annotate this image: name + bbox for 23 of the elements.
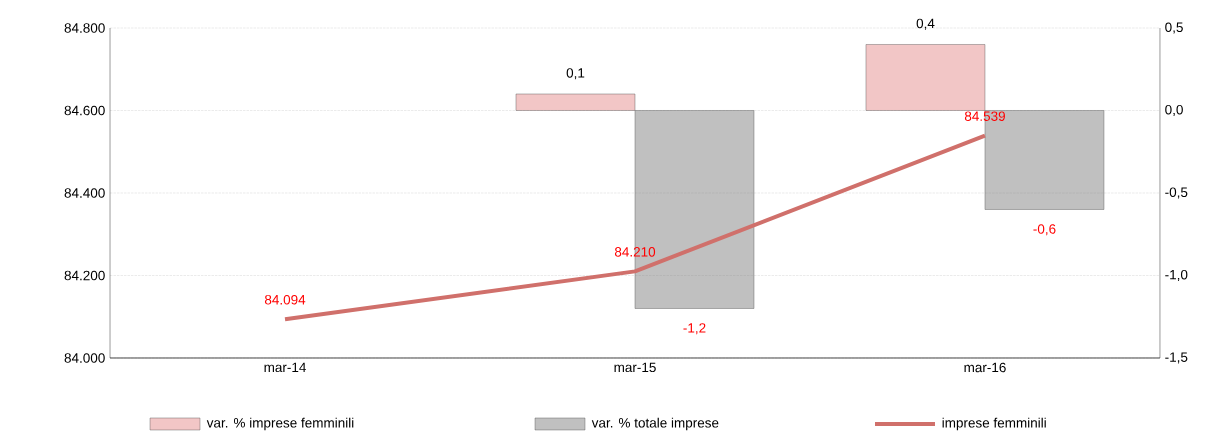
data-label: 84.094: [264, 294, 306, 305]
y2-tick-label: 0,0: [1165, 104, 1183, 117]
data-label: 0,4: [916, 18, 935, 30]
x-tick-label: mar-16: [964, 362, 1006, 373]
data-label: -1,2: [683, 323, 706, 335]
data-label: 84.210: [614, 247, 656, 257]
data-label: 84.539: [964, 111, 1005, 121]
y2-tick-label: 0,5: [1165, 22, 1183, 34]
y-tick-label: 84.000: [64, 353, 105, 363]
y-tick-label: 84.200: [64, 270, 105, 281]
legend-label: imprese femminili: [942, 417, 1046, 431]
y2-tick-label: -1,0: [1165, 269, 1188, 282]
y2-tick-label: -1,5: [1165, 352, 1188, 364]
data-label: -0,6: [1033, 224, 1056, 236]
legend-label: var. % totale imprese: [591, 417, 719, 431]
legend-label: var. % imprese femminili: [206, 417, 354, 431]
y-tick-label: 84.400: [64, 188, 105, 198]
x-tick-label: mar-14: [264, 362, 306, 373]
y-tick-label: 84.800: [64, 23, 105, 33]
y2-tick-label: -0,5: [1165, 187, 1188, 199]
data-label: 0,1: [566, 68, 585, 80]
y-tick-label: 84.600: [64, 105, 105, 116]
x-tick-label: mar-15: [614, 362, 656, 373]
